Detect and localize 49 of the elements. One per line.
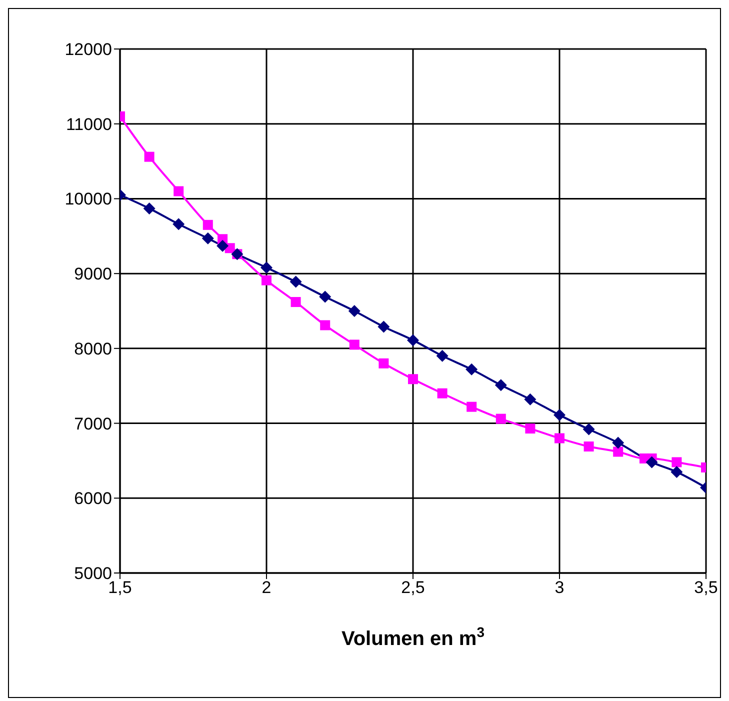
y-tick-label: 6000 [74, 489, 112, 508]
point [436, 350, 448, 362]
point [525, 424, 536, 434]
y-tick-label: 12000 [64, 40, 112, 60]
y-tick-label: 10000 [64, 190, 112, 209]
point [646, 456, 658, 468]
point [554, 409, 566, 422]
point [613, 446, 624, 457]
point [378, 358, 389, 368]
point [349, 340, 360, 350]
point [554, 433, 564, 444]
y-tick-label: 9000 [74, 264, 112, 284]
point [144, 152, 154, 162]
x-tick-label: 2,5 [401, 578, 425, 598]
point [437, 388, 448, 398]
point [466, 363, 478, 376]
point [672, 457, 682, 468]
point [466, 402, 477, 412]
point [290, 297, 301, 308]
point [408, 374, 418, 384]
point [143, 202, 156, 214]
point [202, 220, 213, 230]
y-tick-label: 8000 [74, 339, 112, 358]
point [407, 334, 419, 346]
point [670, 466, 683, 478]
point [494, 379, 507, 392]
point [174, 186, 184, 196]
point [612, 436, 624, 449]
x-tick-label: 3 [554, 578, 564, 598]
point [524, 393, 536, 406]
x-tick-label: 3,5 [694, 578, 718, 598]
point [262, 275, 272, 286]
point [202, 232, 214, 244]
point [290, 276, 302, 288]
y-tick-label: 11000 [66, 114, 112, 134]
point [496, 414, 506, 424]
x-tick-label: 2 [262, 578, 272, 598]
point [216, 240, 229, 252]
point [319, 290, 332, 303]
x-axis-title: Volumen en m$^{3}$ [341, 624, 485, 650]
point [582, 423, 595, 436]
point [260, 262, 272, 274]
point [320, 320, 330, 330]
x-tick-label: 1,5 [108, 578, 132, 598]
point [172, 218, 185, 230]
point [584, 441, 594, 452]
point [348, 305, 360, 317]
y-tick-label: 7000 [74, 414, 112, 434]
point [378, 320, 390, 333]
